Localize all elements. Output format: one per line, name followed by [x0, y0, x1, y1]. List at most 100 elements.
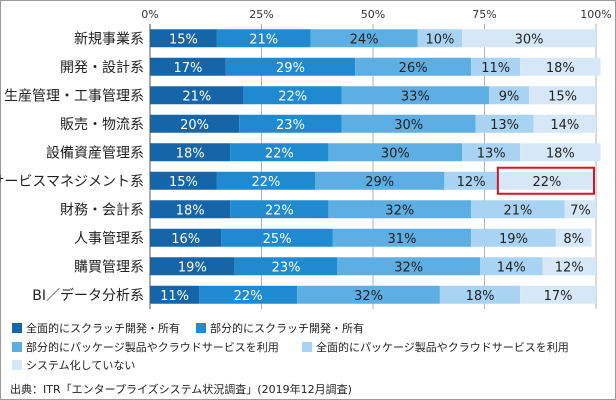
- data-label: 22%: [234, 289, 263, 304]
- bar-segment: [520, 143, 601, 162]
- data-label: 13%: [477, 146, 506, 161]
- data-label: 11%: [481, 61, 510, 76]
- data-label: 8%: [563, 232, 584, 247]
- legend-item-3: 部分的にパッケージ製品やクラウドサービスを利用: [12, 339, 279, 355]
- category-label: 購買管理系: [74, 259, 144, 275]
- bar-segment: [355, 57, 472, 76]
- bar-segment: [555, 228, 592, 247]
- category-label: サービスマネジメント系: [0, 174, 144, 190]
- bar-segment: [475, 114, 534, 133]
- bar-segment: [462, 143, 521, 162]
- data-label: 19%: [178, 260, 207, 275]
- legend-item-1: 全面的にスクラッチ開発・所有: [12, 320, 180, 336]
- data-label: 26%: [399, 61, 428, 76]
- data-label: 29%: [365, 175, 394, 190]
- bar-segment: [150, 228, 222, 247]
- data-label: 18%: [546, 61, 575, 76]
- data-label: 22%: [265, 203, 294, 218]
- bar-segment: [328, 200, 472, 219]
- category-label: 開発・設計系: [60, 60, 144, 76]
- legend-label-1: 全面的にスクラッチ開発・所有: [26, 322, 180, 335]
- data-label: 7%: [570, 203, 591, 218]
- data-label: 32%: [385, 203, 414, 218]
- bar-segment: [417, 29, 463, 48]
- bar-segment: [439, 285, 521, 304]
- data-label: 10%: [425, 32, 454, 47]
- bar-segment: [230, 143, 329, 162]
- data-label: 29%: [276, 61, 305, 76]
- data-label: 9%: [499, 89, 520, 104]
- legend-label-3: 部分的にパッケージ製品やクラウドサービスを利用: [26, 341, 279, 354]
- data-label: 18%: [546, 146, 575, 161]
- bar-segment: [471, 57, 521, 76]
- bar-segment: [520, 285, 596, 304]
- data-label: 13%: [490, 118, 519, 133]
- bar-segment: [310, 29, 418, 48]
- data-label: 19%: [499, 232, 528, 247]
- data-label: 22%: [265, 146, 294, 161]
- legend-swatch-1: [12, 323, 22, 333]
- legend-swatch-5: [12, 360, 22, 370]
- bar-segment: [150, 114, 240, 133]
- bar-segment: [341, 86, 489, 105]
- data-label: 15%: [169, 175, 198, 190]
- bar-segment: [520, 57, 601, 76]
- data-label: 30%: [381, 146, 410, 161]
- data-label: 15%: [548, 89, 577, 104]
- data-label: 32%: [394, 260, 423, 275]
- data-label: 17%: [173, 61, 202, 76]
- bar-segment: [199, 285, 298, 304]
- data-label: 16%: [171, 232, 200, 247]
- data-label: 17%: [544, 289, 573, 304]
- data-label: 25%: [263, 232, 292, 247]
- bar-segment: [150, 171, 217, 190]
- bar-segment: [480, 257, 543, 276]
- data-label: 21%: [249, 32, 278, 47]
- bar-segment: [150, 285, 200, 304]
- bar-segment: [243, 86, 342, 105]
- bar-segment: [488, 86, 530, 105]
- source-note: 出典：ITR「エンタープライズシステム状況調査」(2019年12月調査): [10, 383, 352, 396]
- legend-label-4: 全面的にパッケージ製品やクラウドサービスを利用: [316, 341, 569, 354]
- bar-segment: [328, 143, 463, 162]
- bar-segment: [234, 257, 338, 276]
- bar-segment: [533, 114, 596, 133]
- bar-segment: [529, 86, 596, 105]
- x-tick-label: 75%: [472, 8, 496, 21]
- data-label: 31%: [388, 232, 417, 247]
- data-label: 18%: [176, 203, 205, 218]
- bar-segment: [150, 29, 217, 48]
- data-label: 21%: [503, 203, 532, 218]
- data-label: 24%: [350, 32, 379, 47]
- bar-segment: [216, 29, 311, 48]
- data-label: 14%: [497, 260, 526, 275]
- category-label: 財務・会計系: [60, 202, 144, 218]
- bar-segment: [150, 143, 231, 162]
- bar-segment: [564, 200, 596, 219]
- x-tick-label: 100%: [580, 8, 611, 21]
- bar-segment: [150, 57, 226, 76]
- data-label: 15%: [169, 32, 198, 47]
- category-label: 生産管理・工事管理系: [4, 88, 144, 104]
- x-tick-label: 50%: [361, 8, 385, 21]
- legend-swatch-2: [196, 323, 206, 333]
- legend-label-5: システム化していない: [26, 359, 136, 372]
- category-label: BI／データ分析系: [32, 287, 144, 304]
- data-label: 23%: [276, 118, 305, 133]
- data-label: 32%: [354, 289, 383, 304]
- data-label: 33%: [401, 89, 430, 104]
- legend-swatch-4: [302, 342, 312, 352]
- x-tick-label: 0%: [141, 8, 158, 21]
- bar-segment: [150, 86, 244, 105]
- bar-segment: [462, 29, 596, 48]
- data-label: 12%: [457, 175, 486, 190]
- highlight-box: [496, 166, 596, 195]
- category-label: 新規事業系: [74, 31, 144, 47]
- data-label: 14%: [550, 118, 579, 133]
- legend-item-2: 部分的にスクラッチ開発・所有: [196, 320, 364, 336]
- data-label: 21%: [182, 89, 211, 104]
- category-label: 人事管理系: [74, 231, 144, 247]
- legend-label-2: 部分的にスクラッチ開発・所有: [210, 322, 364, 335]
- data-label: 22%: [532, 175, 561, 190]
